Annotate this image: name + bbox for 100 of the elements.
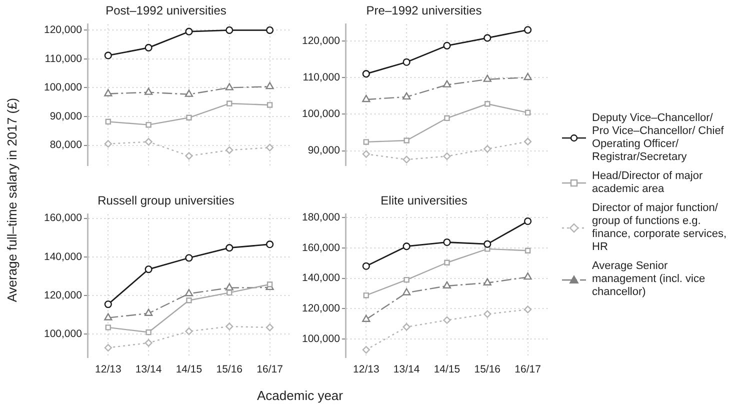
y-tick-label: 160,000 xyxy=(44,212,82,224)
x-tick-label: 15/16 xyxy=(474,364,501,376)
point xyxy=(524,306,532,314)
point xyxy=(266,144,274,152)
point xyxy=(524,110,531,116)
y-tick-label: 100,000 xyxy=(302,108,340,120)
point xyxy=(266,324,274,332)
point xyxy=(185,28,193,36)
point xyxy=(442,80,452,88)
point xyxy=(105,324,112,330)
point xyxy=(402,156,410,164)
legend-label: Head/Director of major academic area xyxy=(592,170,704,196)
point xyxy=(444,260,450,266)
point xyxy=(402,242,410,250)
point xyxy=(444,115,450,122)
point xyxy=(402,58,410,66)
legend-label: Deputy Vice–Chancellor/ Pro Vice–Chancellor/ Chief Operating Officer/ Registrar/Secretary xyxy=(592,112,725,164)
point xyxy=(225,283,234,290)
point xyxy=(483,278,492,286)
point xyxy=(524,217,532,226)
y-tick-label: 140,000 xyxy=(44,250,82,263)
point xyxy=(402,92,411,100)
point xyxy=(266,240,274,248)
point xyxy=(144,308,153,316)
point xyxy=(186,298,192,304)
y-tick-label: 90,000 xyxy=(50,110,82,122)
point xyxy=(144,44,152,52)
y-tick-label: 90,000 xyxy=(308,144,340,157)
chart-title: Post–1992 universities xyxy=(106,4,226,18)
point xyxy=(443,42,451,50)
point xyxy=(104,300,112,308)
point xyxy=(144,88,153,95)
point xyxy=(362,70,370,78)
x-tick-label: 16/17 xyxy=(514,364,542,376)
y-axis-title: Average full–time salary in 2017 (£) xyxy=(4,98,20,302)
x-tick-label: 12/13 xyxy=(353,364,380,376)
y-tick-label: 100,000 xyxy=(44,82,82,94)
point xyxy=(104,344,112,352)
x-tick-label: 12/13 xyxy=(95,364,122,376)
point xyxy=(266,102,273,108)
y-tick-label: 140,000 xyxy=(302,272,340,284)
point xyxy=(225,83,234,90)
point xyxy=(144,339,152,347)
point xyxy=(186,114,192,120)
y-tick-label: 100,000 xyxy=(302,333,340,346)
point xyxy=(363,139,370,145)
point xyxy=(146,122,152,128)
x-tick-label: 15/16 xyxy=(216,364,243,376)
y-tick-label: 160,000 xyxy=(302,242,340,254)
y-tick-label: 120,000 xyxy=(44,24,82,36)
point xyxy=(524,72,532,80)
point xyxy=(184,90,194,97)
point xyxy=(226,146,234,154)
point xyxy=(104,89,112,96)
y-tick-label: 110,000 xyxy=(44,52,82,65)
legend-label: Average Senior management (incl. vice chancellor) xyxy=(592,260,706,299)
point xyxy=(404,138,410,144)
point xyxy=(524,272,532,280)
y-tick-label: 120,000 xyxy=(302,34,340,47)
point xyxy=(362,150,370,158)
point xyxy=(483,74,492,82)
point xyxy=(185,152,193,160)
point xyxy=(104,313,112,320)
x-tick-label: 14/15 xyxy=(176,364,202,376)
point xyxy=(226,26,234,34)
point xyxy=(362,346,370,354)
y-tick-label: 120,000 xyxy=(302,302,340,315)
x-tick-label: 14/15 xyxy=(434,364,460,376)
point xyxy=(146,329,152,336)
chart-title: Pre–1992 universities xyxy=(366,4,482,18)
y-tick-label: 80,000 xyxy=(50,139,82,152)
point xyxy=(185,254,193,262)
point xyxy=(104,52,112,60)
chart-title: Elite universities xyxy=(380,194,468,208)
point xyxy=(484,240,492,248)
y-tick-label: 120,000 xyxy=(44,289,82,302)
point xyxy=(226,100,232,106)
point xyxy=(404,276,410,283)
point xyxy=(226,290,232,296)
point xyxy=(362,314,370,322)
point xyxy=(484,145,492,153)
point xyxy=(484,101,490,107)
point xyxy=(524,138,532,146)
y-tick-label: 100,000 xyxy=(44,328,82,340)
x-axis-title: Academic year xyxy=(256,388,344,403)
point xyxy=(105,118,112,125)
point xyxy=(442,281,452,288)
legend-label: Director of major function/ group of functions e.g. finance, corporate services, HR xyxy=(592,202,728,254)
point xyxy=(226,244,234,252)
x-tick-label: 13/14 xyxy=(393,364,420,376)
x-tick-label: 16/17 xyxy=(256,364,284,376)
point xyxy=(402,323,410,331)
chart-title: Russell group universities xyxy=(98,194,234,208)
point xyxy=(144,265,152,274)
point xyxy=(266,281,273,288)
y-tick-label: 110,000 xyxy=(302,71,340,84)
point xyxy=(266,26,274,34)
point xyxy=(266,82,274,90)
point xyxy=(524,26,532,34)
y-tick-label: 180,000 xyxy=(302,211,340,224)
